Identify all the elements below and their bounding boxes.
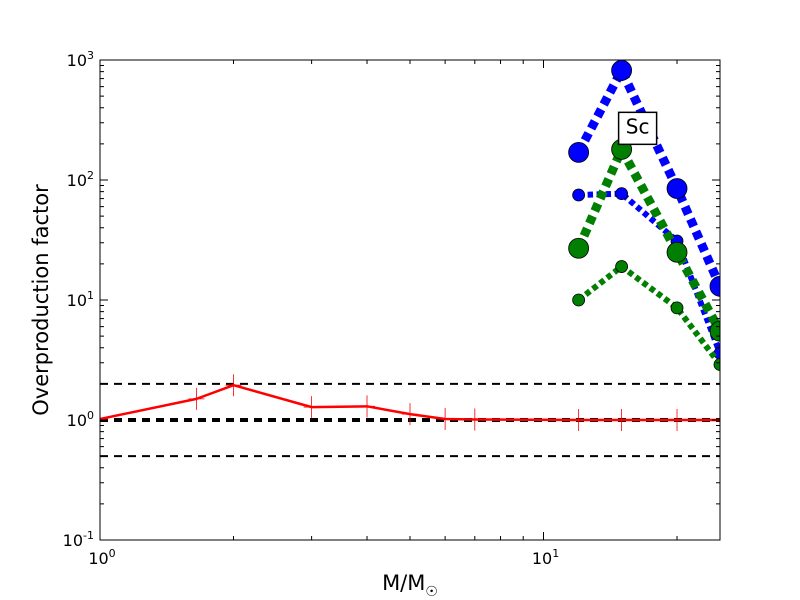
series-0-point-5 bbox=[402, 403, 418, 426]
y-axis-title: Overproduction factor bbox=[29, 184, 53, 416]
series-2-point-1 bbox=[615, 187, 629, 201]
series-4-point-1 bbox=[615, 260, 629, 273]
x-axis-title: M/M☉ bbox=[382, 571, 438, 600]
y-tick-label-0: 10-1 bbox=[63, 529, 94, 550]
annotation-box bbox=[617, 111, 658, 146]
series-line-2 bbox=[578, 190, 720, 355]
series-0-point-2 bbox=[225, 374, 242, 397]
series-0-point-7 bbox=[466, 408, 483, 431]
annotation-sc: Sc bbox=[617, 111, 658, 146]
series-1-point-0 bbox=[568, 141, 590, 163]
series-4-point-2 bbox=[670, 301, 684, 315]
series-0-point-10 bbox=[669, 409, 686, 431]
y-tick-label-4: 103 bbox=[67, 49, 94, 70]
series-line-0 bbox=[100, 383, 720, 422]
series-line-1 bbox=[574, 65, 720, 289]
series-4-point-0 bbox=[572, 293, 586, 307]
x-tick-label-1: 101 bbox=[532, 547, 559, 568]
y-tick-label-2: 101 bbox=[67, 289, 94, 310]
series-1-point-3 bbox=[709, 275, 720, 297]
plot-area bbox=[100, 60, 720, 458]
axis-ticks bbox=[99, 59, 720, 541]
series-0-point-0 bbox=[100, 407, 108, 430]
series-1-point-2 bbox=[666, 178, 688, 199]
series-0-point-8 bbox=[570, 409, 587, 431]
series-0-point-4 bbox=[359, 395, 376, 418]
x-tick-label-0: 100 bbox=[88, 547, 115, 568]
annotation-text: Sc bbox=[626, 114, 650, 138]
y-tick-label-3: 102 bbox=[67, 169, 94, 190]
series-0-point-9 bbox=[613, 409, 630, 431]
series-1-point-1 bbox=[611, 60, 633, 81]
series-2-point-0 bbox=[572, 188, 586, 202]
series-4-point-3 bbox=[713, 358, 720, 371]
series-3-point-0 bbox=[568, 237, 590, 259]
y-tick-label-1: 100 bbox=[67, 409, 94, 430]
series-0-point-1 bbox=[188, 387, 205, 410]
series-line-3 bbox=[574, 144, 720, 334]
series-0-point-6 bbox=[437, 407, 454, 430]
series-line-4 bbox=[576, 263, 720, 367]
series-0-point-3 bbox=[303, 396, 320, 419]
series-3-point-2 bbox=[666, 241, 688, 263]
